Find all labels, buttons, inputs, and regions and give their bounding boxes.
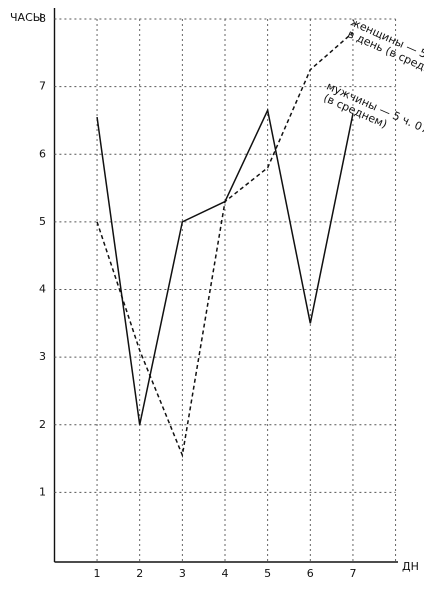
- x-axis-label: ДН: [402, 560, 419, 573]
- y-tick-label: 3: [39, 350, 46, 363]
- data-line: [96, 31, 354, 458]
- x-tick-label: 7: [349, 567, 356, 580]
- x-tick-label: 1: [94, 567, 101, 580]
- x-tick-label: 6: [307, 567, 314, 580]
- x-tick-label: 3: [179, 567, 186, 580]
- y-tick-label: 1: [39, 485, 46, 498]
- y-tick-label: 6: [39, 147, 46, 160]
- y-axis-label: ЧАСЫ: [10, 11, 42, 24]
- annotation: женщины — 5 ч.в день (в среднем: [346, 16, 424, 83]
- x-tick-label: 5: [264, 567, 271, 580]
- x-tick-label: 4: [222, 567, 229, 580]
- data-line: [96, 107, 354, 425]
- y-tick-label: 5: [39, 215, 46, 228]
- y-tick-label: 7: [39, 80, 46, 93]
- x-tick-label: 2: [136, 567, 143, 580]
- y-tick-label: 4: [39, 283, 46, 296]
- y-tick-label: 2: [39, 418, 46, 431]
- annotation: мужчины — 5 ч. 07 ми(в среднем): [322, 80, 424, 144]
- y-tick-label: 8: [39, 12, 46, 25]
